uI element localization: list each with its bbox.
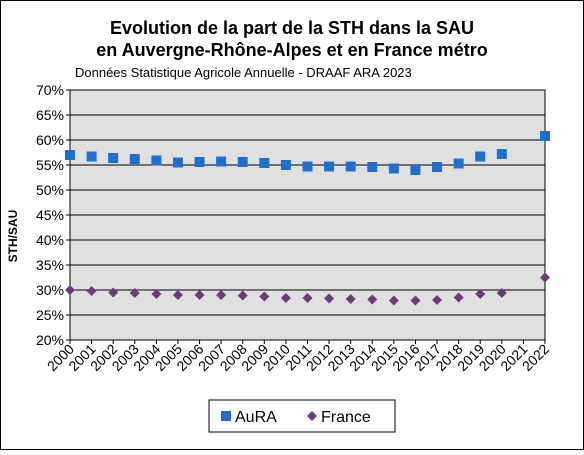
france-point [410,295,421,306]
gridlines [70,114,545,316]
france-point [216,290,227,300]
aura-point [65,150,75,160]
aura-point [540,131,550,141]
france-point [432,295,443,305]
france-point [345,294,356,304]
france-point [237,290,248,301]
france-point [302,293,313,303]
france-point [86,286,97,296]
y-tick-label: 55% [36,157,64,173]
france-point [453,292,464,303]
y-tick-label: 25% [36,307,64,323]
aura-point [453,158,464,169]
y-tick-label: 65% [36,107,64,123]
aura-point [302,161,313,172]
france-point [496,288,507,298]
aura-point [151,155,162,166]
france-point [388,295,399,306]
france-point [108,287,119,298]
y-tick-label: 60% [36,132,64,148]
aura-point [194,157,205,167]
chart-subtitle: Données Statistique Agricole Annuelle - … [75,65,412,80]
france-point [259,291,270,302]
y-tick-label: 35% [36,257,64,273]
legend-label: AuRA [235,409,277,426]
aura-point [237,157,248,167]
legend-label: France [321,409,371,426]
y-axis-ticks: 20% 25% 30% 35% 40% 45% 50% 55% 60% 65% 70% [36,82,70,348]
france-point [475,289,486,299]
legend-aura-marker [221,411,231,421]
aura-point [108,153,119,163]
chart-title-line1: Evolution de la part de la STH dans la S… [110,18,474,38]
data-marks [65,131,550,306]
y-tick-label: 20% [36,332,64,348]
aura-point [432,162,443,172]
france-point [280,293,291,303]
france-point [65,285,75,295]
france-point [367,294,378,305]
france-point [194,290,205,300]
legend: AuRA France [221,409,371,426]
aura-point [345,161,356,172]
aura-point [280,160,291,170]
legend-france-marker [307,411,317,421]
legend-box [208,399,396,433]
aura-point [86,151,97,162]
chart-title-line2: en Auvergne-Rhône-Alpes et en France mét… [96,40,487,60]
aura-point [129,154,140,164]
aura-point [259,158,270,168]
france-point [324,293,335,304]
aura-point [367,162,378,172]
aura-point [216,156,227,167]
france-point [540,272,550,283]
aura-point [324,161,335,172]
aura-point [475,151,486,162]
aura-point [172,157,183,168]
aura-point [410,165,421,175]
y-tick-label: 45% [36,207,64,223]
aura-point [496,149,507,159]
y-axis-label: STH/SAU [6,210,20,263]
y-tick-label: 70% [36,82,64,98]
france-point [151,289,162,299]
y-tick-label: 50% [36,182,64,198]
y-tick-label: 30% [36,282,64,298]
aura-point [388,163,399,174]
france-point [129,288,140,298]
france-point [172,290,183,300]
y-tick-label: 40% [36,232,64,248]
